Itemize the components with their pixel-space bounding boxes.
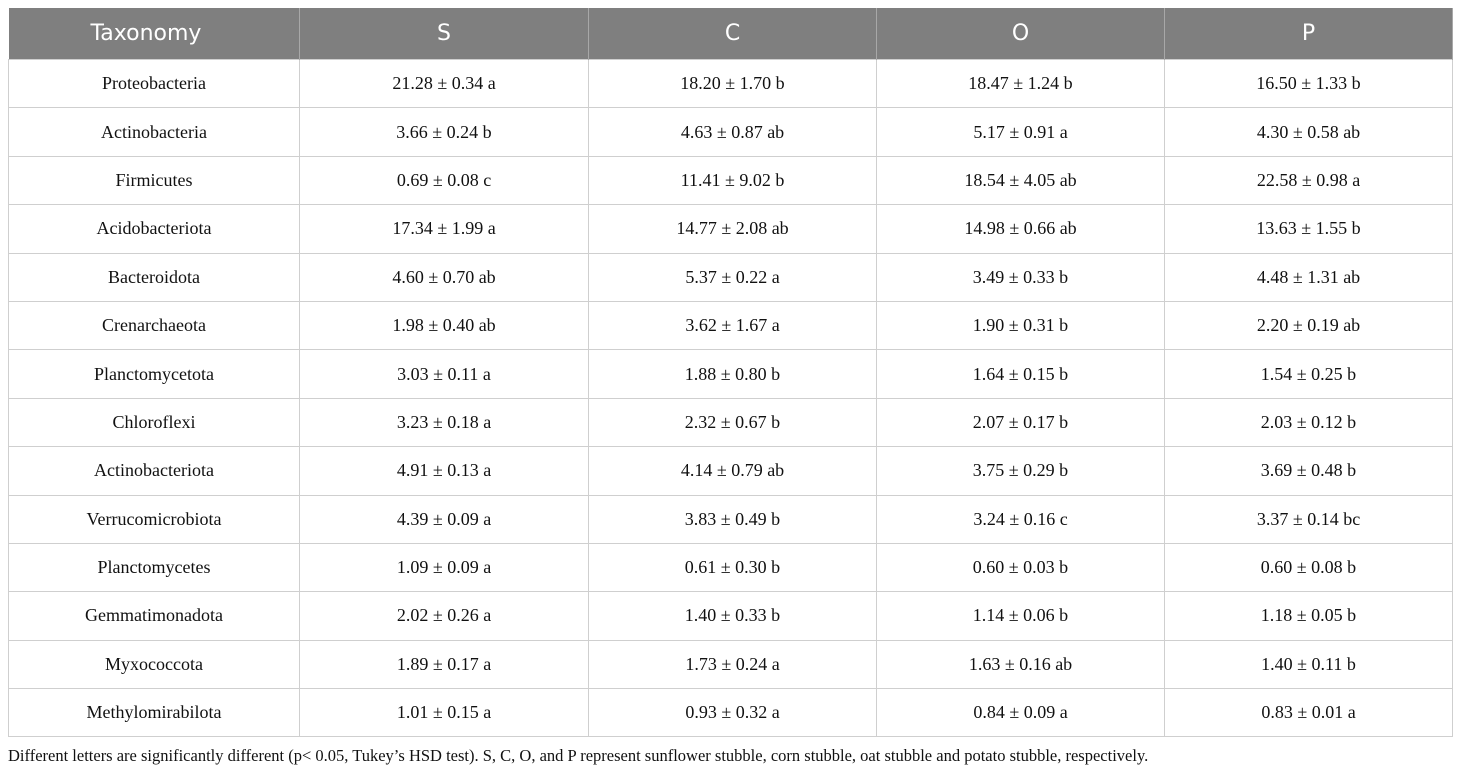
- taxon-name-cell: Planctomycetes: [8, 542, 300, 593]
- taxon-name-cell: Chloroflexi: [8, 397, 300, 448]
- value-cell: 4.63 ± 0.87 ab: [588, 107, 877, 157]
- value-cell: 0.69 ± 0.08 c: [299, 155, 589, 206]
- table-row: Planctomycetota 3.03 ± 0.11 a 1.88 ± 0.80 …: [8, 349, 1453, 399]
- value-cell: 3.49 ± 0.33 b: [876, 252, 1165, 302]
- table-row: Chloroflexi 3.23 ± 0.18 a 2.32 ± 0.67 b 2.0…: [8, 397, 1453, 448]
- taxon-name-cell: Crenarchaeota: [8, 300, 300, 351]
- table-row: Verrucomicrobiota 4.39 ± 0.09 a 3.83 ± 0.4…: [8, 494, 1453, 544]
- taxon-name-cell: Planctomycetota: [8, 349, 300, 399]
- taxon-name-cell: Actinobacteriota: [8, 446, 300, 496]
- taxon-name-cell: Actinobacteria: [8, 107, 300, 157]
- table-row: Methylomirabilota 1.01 ± 0.15 a 0.93 ± 0.3…: [8, 688, 1453, 738]
- value-cell: 18.54 ± 4.05 ab: [876, 155, 1165, 206]
- value-cell: 4.14 ± 0.79 ab: [588, 446, 877, 496]
- table-row: Acidobacteriota 17.34 ± 1.99 a 14.77 ± 2.0…: [8, 204, 1453, 254]
- value-cell: 18.47 ± 1.24 b: [876, 58, 1165, 109]
- taxon-name-cell: Firmicutes: [8, 155, 300, 206]
- value-cell: 1.90 ± 0.31 b: [876, 300, 1165, 351]
- table-row: Myxococcota 1.89 ± 0.17 a 1.73 ± 0.24 a 1.6…: [8, 639, 1453, 690]
- value-cell: 4.60 ± 0.70 ab: [299, 252, 589, 302]
- table-row: Actinobacteriota 4.91 ± 0.13 a 4.14 ± 0.79…: [8, 446, 1453, 496]
- value-cell: 1.01 ± 0.15 a: [299, 688, 589, 738]
- value-cell: 1.98 ± 0.40 ab: [299, 300, 589, 351]
- value-cell: 3.69 ± 0.48 b: [1164, 446, 1453, 496]
- value-cell: 2.03 ± 0.12 b: [1164, 397, 1453, 448]
- taxonomy-table: Taxonomy S C O P Proteobacteria 21.28 ± 0.34 …: [8, 8, 1453, 738]
- value-cell: 14.77 ± 2.08 ab: [588, 204, 877, 254]
- value-cell: 5.17 ± 0.91 a: [876, 107, 1165, 157]
- value-cell: 5.37 ± 0.22 a: [588, 252, 877, 302]
- value-cell: 17.34 ± 1.99 a: [299, 204, 589, 254]
- value-cell: 1.88 ± 0.80 b: [588, 349, 877, 399]
- value-cell: 22.58 ± 0.98 a: [1164, 155, 1453, 206]
- taxon-name-cell: Bacteroidota: [8, 252, 300, 302]
- value-cell: 1.14 ± 0.06 b: [876, 591, 1165, 641]
- value-cell: 3.23 ± 0.18 a: [299, 397, 589, 448]
- value-cell: 0.60 ± 0.03 b: [876, 542, 1165, 593]
- value-cell: 14.98 ± 0.66 ab: [876, 204, 1165, 254]
- value-cell: 11.41 ± 9.02 b: [588, 155, 877, 206]
- table-footnote: Different letters are significantly diff…: [8, 746, 1149, 765]
- value-cell: 4.30 ± 0.58 ab: [1164, 107, 1453, 157]
- value-cell: 2.07 ± 0.17 b: [876, 397, 1165, 448]
- taxon-name-cell: Myxococcota: [8, 639, 300, 690]
- table-row: Proteobacteria 21.28 ± 0.34 a 18.20 ± 1.70…: [8, 58, 1453, 109]
- value-cell: 0.83 ± 0.01 a: [1164, 688, 1453, 738]
- value-cell: 3.03 ± 0.11 a: [299, 349, 589, 399]
- taxon-name-cell: Gemmatimonadota: [8, 591, 300, 641]
- value-cell: 3.66 ± 0.24 b: [299, 107, 589, 157]
- value-cell: 3.75 ± 0.29 b: [876, 446, 1165, 496]
- value-cell: 13.63 ± 1.55 b: [1164, 204, 1453, 254]
- value-cell: 21.28 ± 0.34 a: [299, 58, 589, 109]
- table-row: Planctomycetes 1.09 ± 0.09 a 0.61 ± 0.30 b…: [8, 542, 1453, 593]
- value-cell: 2.20 ± 0.19 ab: [1164, 300, 1453, 351]
- table-row: Firmicutes 0.69 ± 0.08 c 11.41 ± 9.02 b 18.…: [8, 155, 1453, 206]
- column-header-o: O: [876, 8, 1165, 60]
- value-cell: 2.02 ± 0.26 a: [299, 591, 589, 641]
- taxon-name-cell: Methylomirabilota: [8, 688, 300, 738]
- table-row: Crenarchaeota 1.98 ± 0.40 ab 3.62 ± 1.67 a…: [8, 300, 1453, 351]
- value-cell: 1.73 ± 0.24 a: [588, 639, 877, 690]
- header-row: Taxonomy S C O P: [8, 8, 1453, 60]
- column-header-s: S: [299, 8, 589, 60]
- value-cell: 0.60 ± 0.08 b: [1164, 542, 1453, 593]
- value-cell: 1.63 ± 0.16 ab: [876, 639, 1165, 690]
- value-cell: 3.83 ± 0.49 b: [588, 494, 877, 544]
- value-cell: 0.84 ± 0.09 a: [876, 688, 1165, 738]
- table-row: Gemmatimonadota 2.02 ± 0.26 a 1.40 ± 0.33 …: [8, 591, 1453, 641]
- value-cell: 1.18 ± 0.05 b: [1164, 591, 1453, 641]
- value-cell: 16.50 ± 1.33 b: [1164, 58, 1453, 109]
- value-cell: 2.32 ± 0.67 b: [588, 397, 877, 448]
- value-cell: 4.39 ± 0.09 a: [299, 494, 589, 544]
- value-cell: 3.62 ± 1.67 a: [588, 300, 877, 351]
- value-cell: 1.09 ± 0.09 a: [299, 542, 589, 593]
- taxon-name-cell: Acidobacteriota: [8, 204, 300, 254]
- value-cell: 1.40 ± 0.33 b: [588, 591, 877, 641]
- value-cell: 1.89 ± 0.17 a: [299, 639, 589, 690]
- taxon-name-cell: Proteobacteria: [8, 58, 300, 109]
- value-cell: 4.48 ± 1.31 ab: [1164, 252, 1453, 302]
- value-cell: 1.54 ± 0.25 b: [1164, 349, 1453, 399]
- value-cell: 0.61 ± 0.30 b: [588, 542, 877, 593]
- value-cell: 1.64 ± 0.15 b: [876, 349, 1165, 399]
- table-row: Actinobacteria 3.66 ± 0.24 b 4.63 ± 0.87 a…: [8, 107, 1453, 157]
- value-cell: 3.24 ± 0.16 c: [876, 494, 1165, 544]
- value-cell: 4.91 ± 0.13 a: [299, 446, 589, 496]
- taxon-name-cell: Verrucomicrobiota: [8, 494, 300, 544]
- value-cell: 1.40 ± 0.11 b: [1164, 639, 1453, 690]
- value-cell: 3.37 ± 0.14 bc: [1164, 494, 1453, 544]
- column-header-p: P: [1164, 8, 1453, 60]
- value-cell: 18.20 ± 1.70 b: [588, 58, 877, 109]
- column-header-taxonomy: Taxonomy: [8, 8, 300, 60]
- column-header-c: C: [588, 8, 877, 60]
- value-cell: 0.93 ± 0.32 a: [588, 688, 877, 738]
